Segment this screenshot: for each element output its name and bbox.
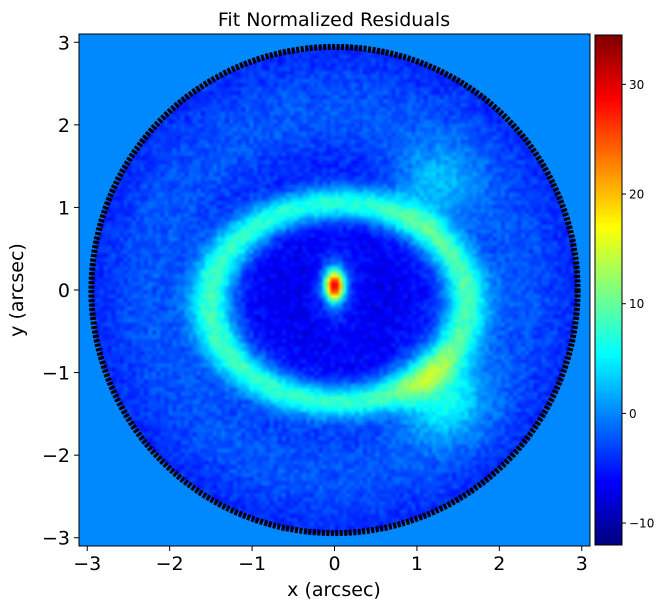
x-axis: −3 −2 −1 0 1 2 3 <box>73 546 588 575</box>
y-tick-label: −2 <box>42 445 70 467</box>
y-tick-label: −3 <box>42 528 70 550</box>
colorbar-frame <box>594 34 623 546</box>
chart-title: Fit Normalized Residuals <box>218 9 450 31</box>
colorbar-tick-label: 20 <box>629 188 644 202</box>
x-tick-label: 1 <box>411 553 423 575</box>
colorbar-tick-label: 30 <box>629 78 644 92</box>
x-tick-label: 0 <box>328 553 340 575</box>
mask-border <box>88 43 581 537</box>
x-tick-label: −3 <box>73 553 101 575</box>
y-tick-label: 0 <box>58 280 70 302</box>
x-tick-label: −2 <box>156 553 184 575</box>
y-tick-label: 2 <box>58 115 70 137</box>
x-tick-label: 3 <box>576 553 588 575</box>
y-tick-label: 3 <box>58 32 70 54</box>
x-axis-label: x (arcsec) <box>287 579 381 601</box>
y-tick-label: 1 <box>58 197 70 219</box>
colorbar-tick-label: 0 <box>629 407 637 421</box>
y-tick-label: −1 <box>42 363 70 385</box>
colorbar-axis: −10 0 10 20 30 <box>622 78 654 531</box>
y-axis-label: y (arcsec) <box>6 243 28 337</box>
x-tick-label: 2 <box>493 553 505 575</box>
colorbar-tick-label: −10 <box>629 517 654 531</box>
colorbar-gradient <box>595 35 622 545</box>
colorbar-tick-label: 10 <box>629 297 644 311</box>
heatmap-image <box>79 34 590 546</box>
x-tick-label: −1 <box>238 553 266 575</box>
y-axis: −3 −2 −1 0 1 2 3 <box>42 32 79 550</box>
